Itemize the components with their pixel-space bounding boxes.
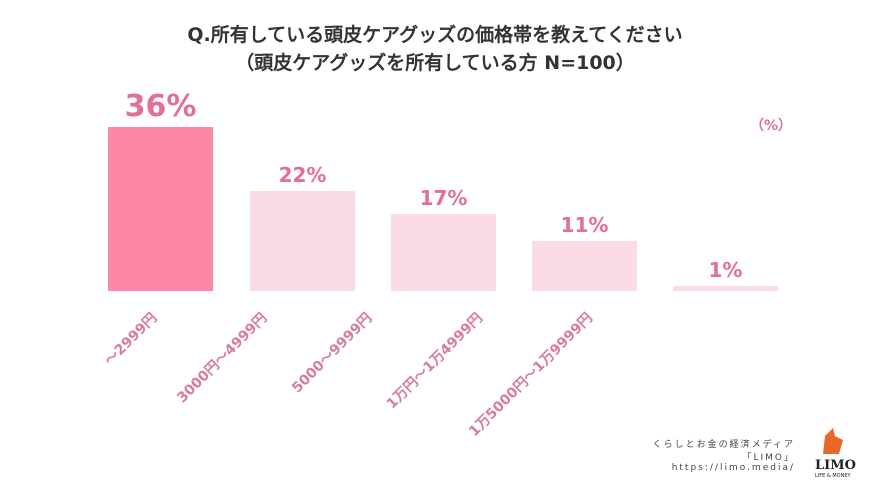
x-tick-label: ～2999円 — [101, 310, 161, 369]
value-label: 17% — [419, 185, 468, 210]
x-tick-label: 1万5000円～1万9999円 — [465, 310, 596, 440]
fox-icon — [823, 428, 843, 454]
x-tick-label: 1万円～1万4999円 — [383, 310, 486, 413]
x-tick-label: 3000円～4999円 — [174, 310, 271, 407]
bar — [673, 286, 778, 291]
value-label: 36% — [124, 89, 197, 124]
x-tick-label: 5000～9999円 — [289, 310, 376, 397]
bar — [532, 240, 637, 291]
logo-text: LIMO — [815, 458, 856, 473]
value-label: 1% — [708, 258, 743, 283]
chart-title: Q.所有している頭皮ケアグッズの価格帯を教えてください — [187, 24, 683, 46]
bar — [108, 127, 213, 291]
footer-line2: 「LIMO」 — [742, 453, 795, 463]
chart-subtitle: （頭皮ケアグッズを所有している方 N=100） — [235, 52, 635, 74]
bar — [391, 213, 496, 291]
logo-tagline: LIFE & MONEY — [815, 473, 851, 479]
value-label: 22% — [278, 162, 327, 187]
footer-line3: https://limo.media/ — [671, 463, 795, 473]
limo-logo: LIMO LIFE & MONEY — [815, 428, 856, 479]
footer-line1: くらしとお金の経済メディア — [652, 440, 795, 450]
unit-label: （%） — [750, 118, 793, 134]
bar — [250, 190, 355, 291]
value-label: 11% — [560, 212, 609, 237]
